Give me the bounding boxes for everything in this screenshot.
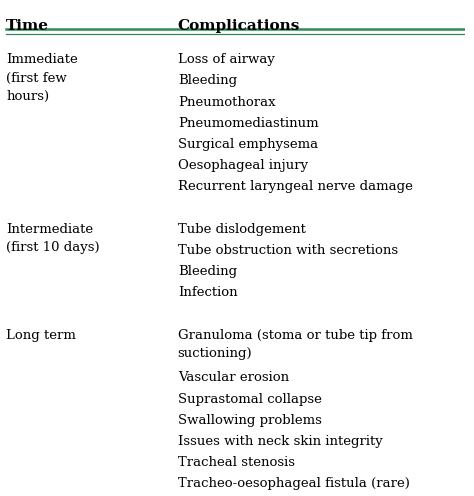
Text: Long term: Long term <box>6 329 76 342</box>
Text: Granuloma (stoma or tube tip from
suctioning): Granuloma (stoma or tube tip from suctio… <box>178 329 413 361</box>
Text: Tracheal stenosis: Tracheal stenosis <box>178 456 295 469</box>
Text: Swallowing problems: Swallowing problems <box>178 414 322 427</box>
Text: Tracheo-oesophageal fistula (rare): Tracheo-oesophageal fistula (rare) <box>178 477 410 491</box>
Text: Pneumothorax: Pneumothorax <box>178 96 275 109</box>
Text: Infection: Infection <box>178 287 237 300</box>
Text: Bleeding: Bleeding <box>178 265 237 278</box>
Text: Complications: Complications <box>178 19 300 33</box>
Text: Immediate
(first few
hours): Immediate (first few hours) <box>6 53 78 103</box>
Text: Intermediate
(first 10 days): Intermediate (first 10 days) <box>6 223 100 254</box>
Text: Tube dislodgement: Tube dislodgement <box>178 223 306 236</box>
Text: Issues with neck skin integrity: Issues with neck skin integrity <box>178 435 383 448</box>
Text: Suprastomal collapse: Suprastomal collapse <box>178 392 322 406</box>
Text: Recurrent laryngeal nerve damage: Recurrent laryngeal nerve damage <box>178 181 413 193</box>
Text: Time: Time <box>6 19 49 33</box>
Text: Loss of airway: Loss of airway <box>178 53 274 66</box>
Text: Oesophageal injury: Oesophageal injury <box>178 159 308 172</box>
Text: Vascular erosion: Vascular erosion <box>178 372 289 384</box>
Text: Pneumomediastinum: Pneumomediastinum <box>178 117 319 130</box>
Text: Tube obstruction with secretions: Tube obstruction with secretions <box>178 244 398 257</box>
Text: Bleeding: Bleeding <box>178 74 237 87</box>
Text: Surgical emphysema: Surgical emphysema <box>178 138 318 151</box>
